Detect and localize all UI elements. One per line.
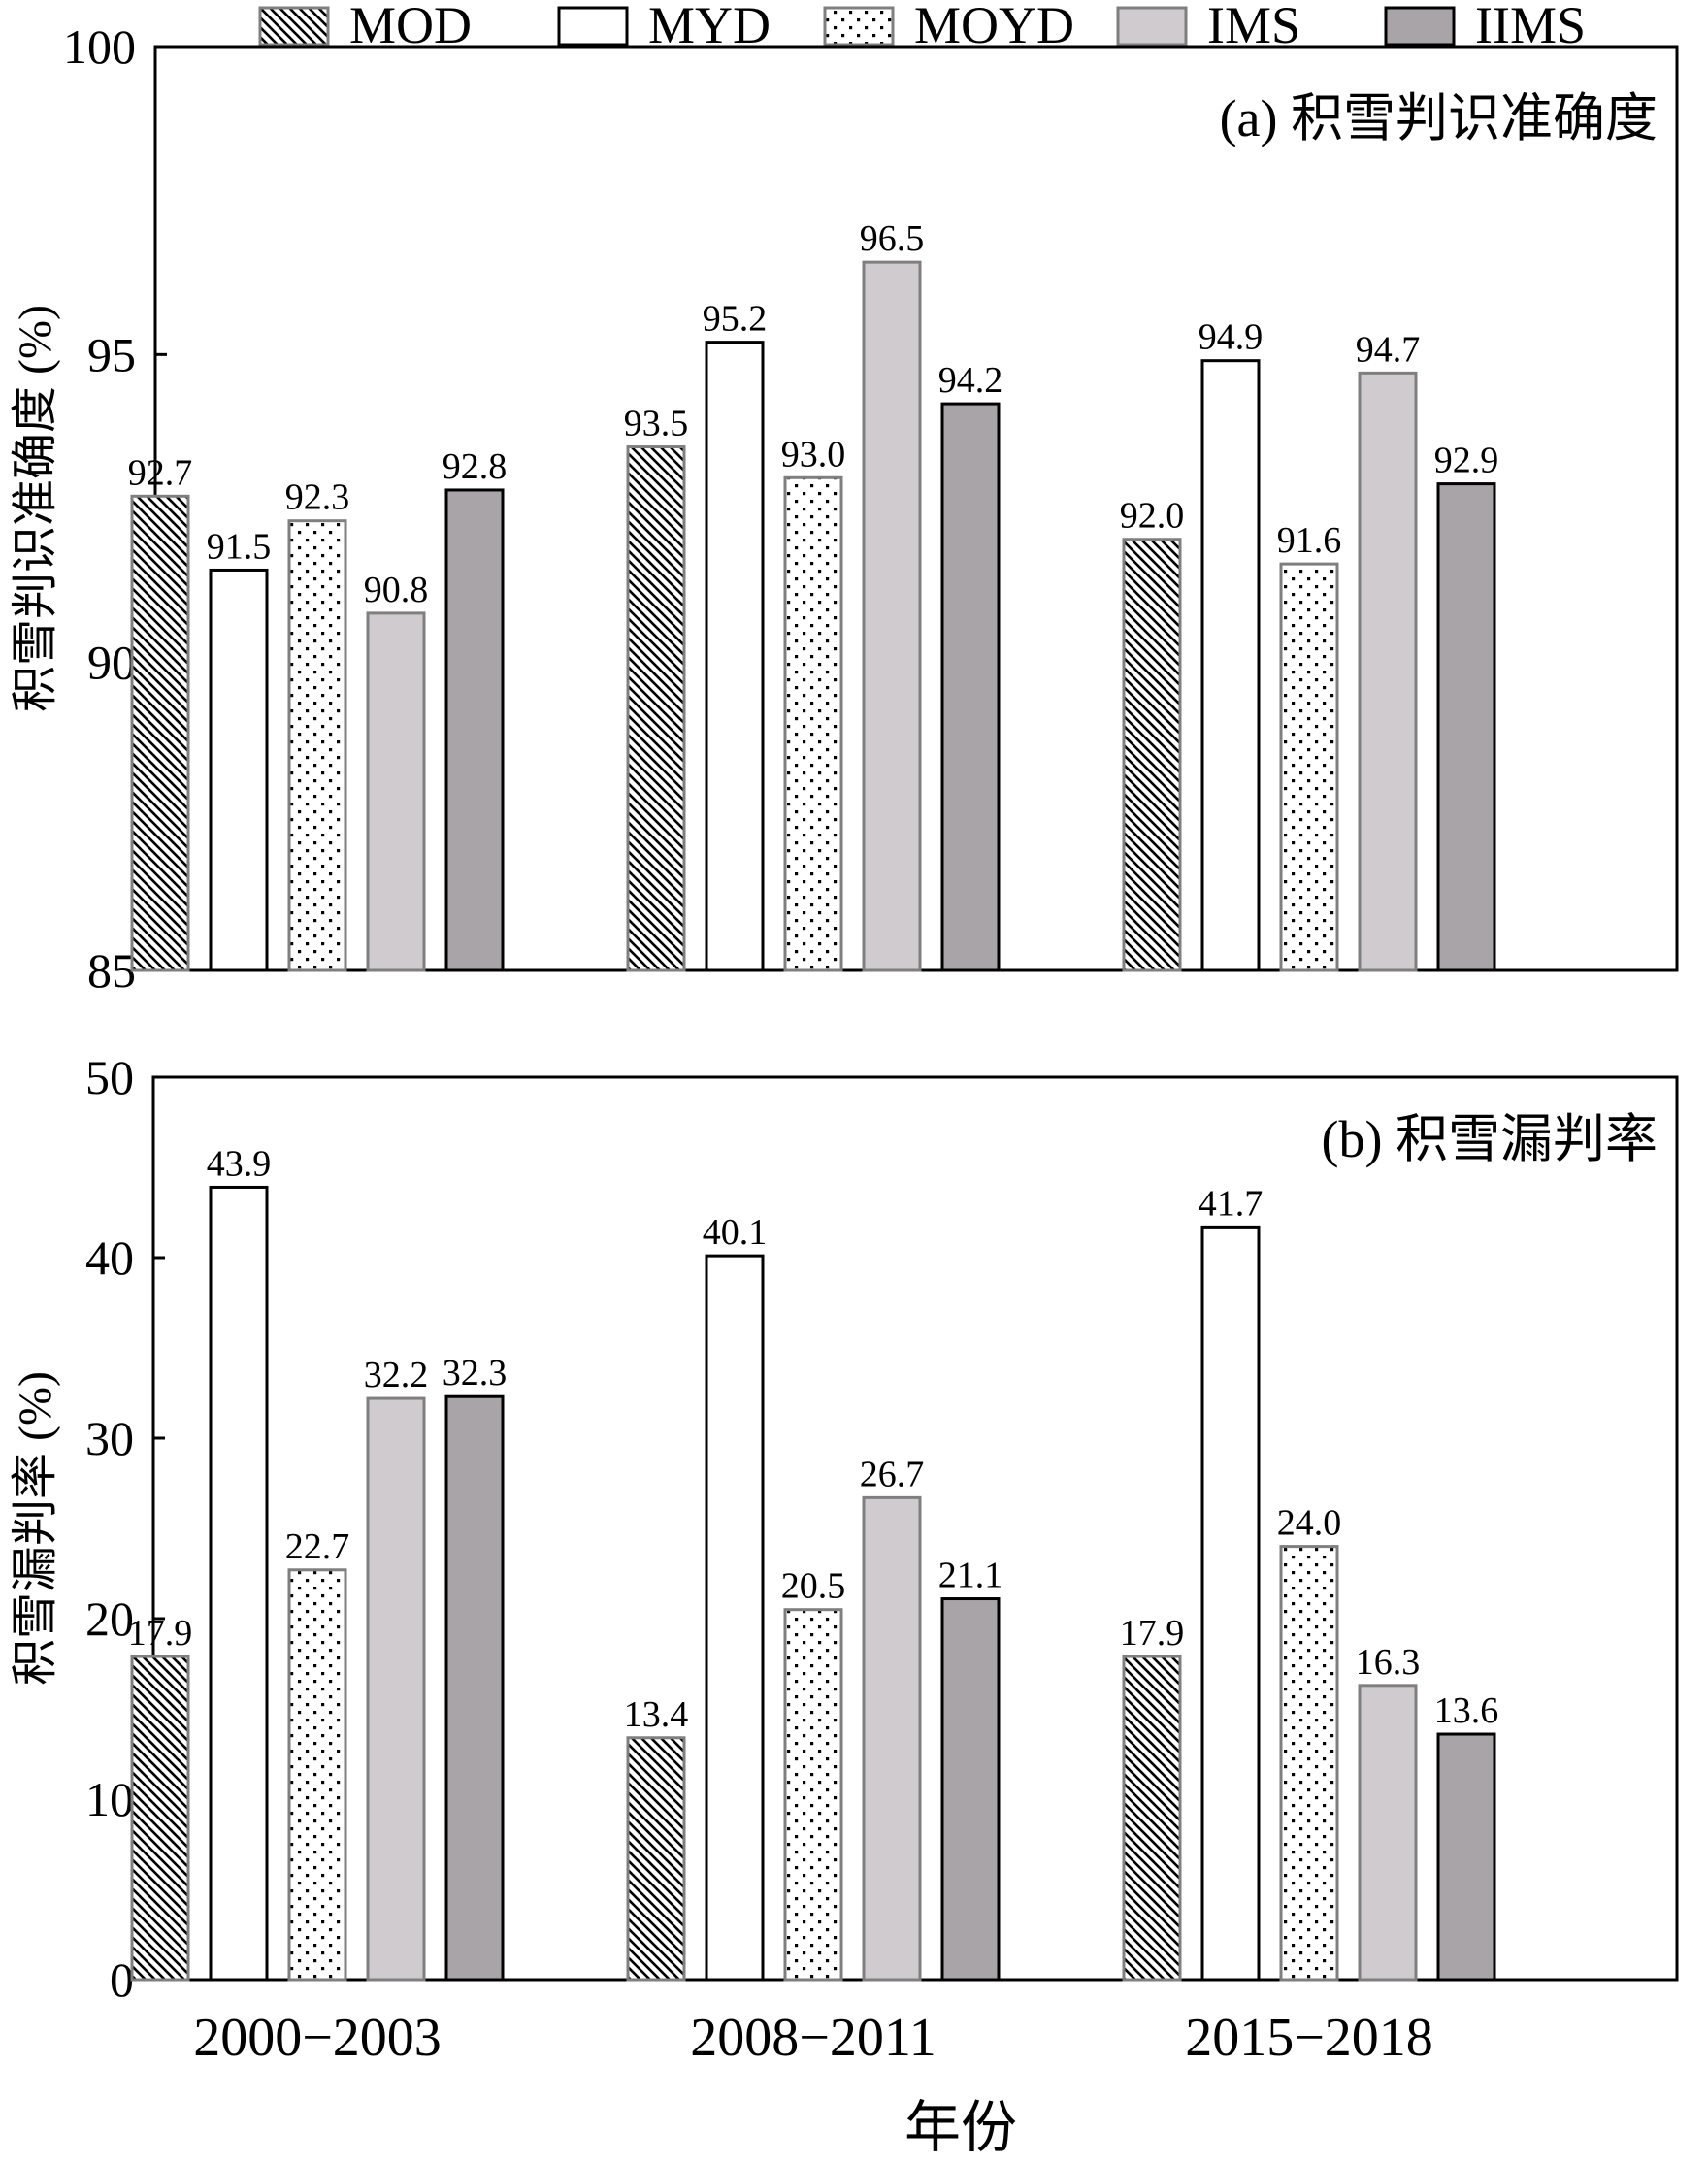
data-label: 96.5 xyxy=(860,218,925,259)
data-label: 20.5 xyxy=(781,1566,846,1607)
data-label: 32.2 xyxy=(364,1355,429,1395)
y-tick-label: 10 xyxy=(85,1772,134,1826)
data-label: 92.9 xyxy=(1434,441,1499,481)
bar-moyd-1 xyxy=(287,519,347,972)
data-label: 95.2 xyxy=(703,299,768,340)
bar-iims-1 xyxy=(444,488,505,972)
bar-moyd-2 xyxy=(783,475,843,972)
bar-ims-1 xyxy=(366,1396,426,1982)
data-label: 92.3 xyxy=(285,477,350,518)
bar-mod-3 xyxy=(1122,1655,1182,1982)
y-tick-label: 50 xyxy=(85,1050,134,1104)
data-label: 21.1 xyxy=(938,1556,1003,1596)
data-label: 40.1 xyxy=(703,1212,768,1253)
data-label: 26.7 xyxy=(860,1454,925,1494)
data-label: 94.2 xyxy=(938,360,1003,401)
data-label: 93.5 xyxy=(624,404,689,444)
y-tick-label: 100 xyxy=(63,19,136,74)
y-axis-label: 积雪漏判率 (%) xyxy=(10,1371,61,1686)
data-label: 17.9 xyxy=(128,1613,193,1654)
data-label: 90.8 xyxy=(364,570,429,610)
bar-mod-1 xyxy=(130,1655,190,1982)
bar-moyd-3 xyxy=(1279,562,1339,972)
legend-swatch-myd xyxy=(557,6,629,47)
data-label: 93.0 xyxy=(781,434,846,475)
y-tick-label: 0 xyxy=(110,1952,134,2007)
x-axis-label: 年份 xyxy=(904,2096,1017,2159)
data-label: 94.7 xyxy=(1356,329,1421,370)
bar-moyd-1 xyxy=(287,1568,347,1982)
data-label: 24.0 xyxy=(1277,1503,1342,1544)
bar-myd-3 xyxy=(1200,359,1261,972)
panel-title: (a) 积雪判识准确度 xyxy=(1220,89,1658,147)
y-tick-label: 85 xyxy=(87,943,136,998)
bar-mod-1 xyxy=(130,494,190,972)
legend-swatch-ims xyxy=(1116,6,1188,47)
data-label: 91.6 xyxy=(1277,520,1342,561)
data-label: 92.0 xyxy=(1120,496,1185,537)
bar-myd-1 xyxy=(209,568,269,972)
bar-myd-1 xyxy=(209,1185,269,1982)
data-label: 43.9 xyxy=(207,1143,272,1184)
y-axis-label: 积雪判识准确度 (%) xyxy=(10,305,61,712)
bar-iims-3 xyxy=(1436,1732,1496,1982)
panel-title: (b) 积雪漏判率 xyxy=(1322,1110,1658,1168)
x-tick-label: 2000−2003 xyxy=(193,2008,442,2068)
bar-moyd-3 xyxy=(1279,1545,1339,1982)
legend-swatch-mod xyxy=(258,6,330,47)
bar-myd-2 xyxy=(705,341,765,972)
y-tick-label: 95 xyxy=(87,327,136,381)
bar-ims-3 xyxy=(1358,1684,1418,1982)
legend-swatch-iims xyxy=(1384,6,1456,47)
panel-a: 85 90 95 100 积雪判识准确度 (%) (a) 积雪判识准确度 92.7 91.5 9… xyxy=(10,19,1679,998)
data-label: 16.3 xyxy=(1356,1642,1421,1683)
data-label: 17.9 xyxy=(1120,1613,1185,1654)
x-tick-label: 2015−2018 xyxy=(1185,2008,1433,2068)
legend-swatch-moyd xyxy=(823,6,895,47)
bar-mod-2 xyxy=(626,445,686,972)
bar-iims-1 xyxy=(444,1394,505,1982)
bar-moyd-2 xyxy=(783,1608,843,1982)
data-label: 91.5 xyxy=(207,526,272,567)
bar-myd-2 xyxy=(705,1254,765,1982)
bar-iims-2 xyxy=(940,1597,1001,1982)
bar-iims-2 xyxy=(940,402,1001,972)
data-label: 32.3 xyxy=(443,1353,508,1393)
data-label: 92.7 xyxy=(128,452,193,493)
x-tick-label: 2008−2011 xyxy=(690,2008,936,2068)
bar-ims-2 xyxy=(862,1495,922,1982)
data-label: 13.6 xyxy=(1434,1690,1499,1731)
y-tick-label: 90 xyxy=(87,636,136,690)
bar-ims-2 xyxy=(862,260,922,972)
data-label: 92.8 xyxy=(443,446,508,487)
data-label: 13.4 xyxy=(624,1694,689,1735)
bar-mod-3 xyxy=(1122,538,1182,972)
bar-mod-2 xyxy=(626,1736,686,1982)
bar-myd-3 xyxy=(1200,1225,1261,1982)
y-tick-label: 20 xyxy=(85,1591,134,1646)
y-tick-label: 40 xyxy=(85,1230,134,1285)
bar-ims-3 xyxy=(1358,371,1418,972)
bar-ims-1 xyxy=(366,611,426,972)
bar-iims-3 xyxy=(1436,482,1496,972)
y-tick-label: 30 xyxy=(85,1411,134,1465)
data-label: 41.7 xyxy=(1199,1183,1264,1224)
data-label: 94.9 xyxy=(1199,317,1264,358)
panel-b: 0 10 20 30 40 50 积雪漏判率 (%) (b) 积雪漏判率 17.9 43.9 22.… xyxy=(10,1050,1679,2068)
data-label: 22.7 xyxy=(285,1526,350,1567)
